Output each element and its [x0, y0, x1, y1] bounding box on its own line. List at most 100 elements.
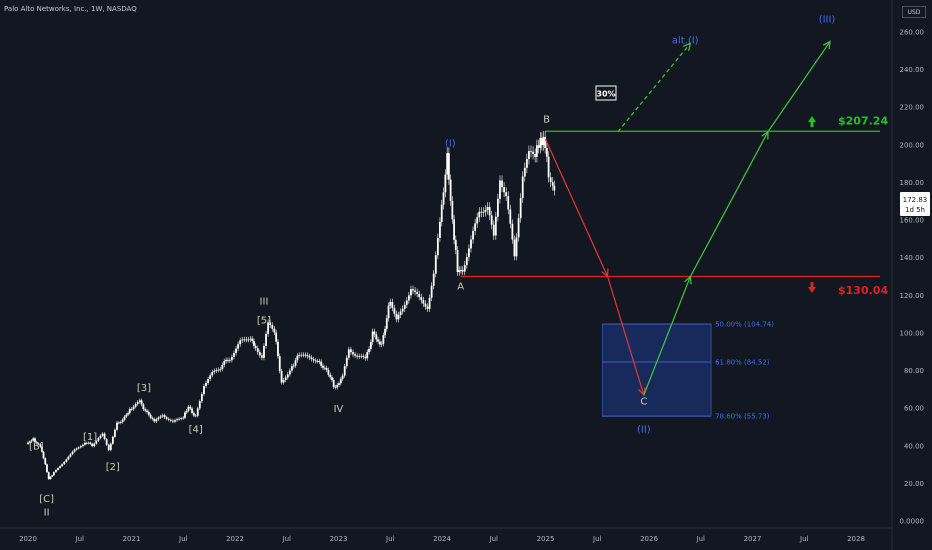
price-candle [101, 433, 104, 436]
price-candle [146, 410, 148, 412]
wave-labels: (I) (III) alt.(I) (II) [B] [C] II [1] [2] [3] [4] I… [29, 15, 835, 519]
arrow-down-icon [808, 282, 816, 293]
alt-path-arrow-icon [683, 42, 692, 52]
price-candle [63, 461, 66, 465]
price-candle [89, 442, 92, 444]
price-candle [416, 291, 419, 294]
y-tick-label: 0.0000 [900, 518, 925, 526]
price-candle [213, 370, 216, 372]
y-tick-label: 60.00 [904, 405, 924, 413]
wave-label: [4] [189, 425, 203, 436]
x-tick-label: 2028 [847, 535, 865, 543]
price-candle [265, 333, 267, 346]
price-candle [105, 439, 108, 445]
price-candle [296, 355, 299, 361]
wave-label: [B] [29, 442, 44, 453]
price-candle [107, 444, 110, 451]
price-candle [167, 418, 170, 420]
price-candle [358, 356, 361, 357]
price-candle [282, 380, 285, 383]
y-tick-label: 120.00 [900, 292, 925, 300]
price-candle [322, 365, 324, 368]
price-candle [61, 464, 64, 467]
price-candle [312, 359, 315, 361]
price-candle [399, 311, 402, 315]
price-candle [515, 237, 518, 257]
price-candle [300, 354, 303, 356]
price-candle [519, 198, 522, 219]
price-candle [375, 334, 378, 340]
price-candle [347, 349, 350, 358]
price-candle [269, 322, 272, 326]
price-candle [249, 338, 252, 340]
wave-label: [3] [137, 383, 151, 394]
price-candle [369, 342, 372, 349]
price-candle [336, 384, 339, 388]
price-candle [140, 400, 143, 405]
price-candle [436, 237, 439, 256]
price-candle [368, 348, 370, 353]
price-candle [243, 339, 246, 341]
price-candle [426, 306, 429, 309]
price-candle [280, 371, 283, 383]
price-candle [142, 404, 145, 410]
price-candle [528, 151, 530, 160]
price-candle [41, 446, 43, 452]
arrow-up-icon [808, 116, 816, 127]
price-candle [155, 419, 158, 422]
price-candle [503, 187, 505, 193]
price-candle [461, 269, 464, 272]
price-candle [472, 230, 474, 240]
price-candle [310, 357, 313, 360]
price-candle [87, 442, 90, 444]
price-candle [544, 136, 547, 149]
price-candle [331, 377, 333, 381]
wave-label: alt.(I) [672, 35, 699, 46]
price-candle [27, 442, 29, 444]
price-candle [470, 239, 472, 249]
price-candle [405, 300, 408, 305]
up-path-arrow-icon [822, 40, 831, 50]
price-candle [55, 469, 57, 473]
price-candle [180, 418, 183, 420]
price-candle [525, 159, 528, 168]
price-candle [414, 290, 416, 292]
price-candle [364, 356, 367, 359]
price-candle [316, 361, 319, 362]
price-candle [187, 406, 190, 411]
price-candle [341, 375, 344, 380]
price-candle [191, 408, 193, 413]
down-path [607, 276, 645, 396]
price-candle [465, 257, 468, 265]
x-tick-label: 2027 [744, 535, 762, 543]
wave-label: B [543, 114, 550, 125]
price-candle [153, 419, 156, 422]
price-candle [451, 200, 454, 220]
price-candle [99, 435, 102, 439]
price-candle [314, 360, 317, 362]
current-price-text: 172.83 [903, 196, 928, 204]
price-candle [128, 408, 131, 414]
price-candle [444, 174, 447, 193]
price-candle [343, 366, 346, 376]
wave-label: III [260, 297, 269, 308]
fib-target-zone: 50.00% (104.74) 61.80% (84.52) 78.60% (55.… [601, 321, 774, 421]
price-candle [77, 447, 80, 449]
price-candle [163, 415, 166, 418]
price-candle [79, 446, 82, 448]
price-candle [192, 412, 195, 416]
price-candle [221, 364, 224, 370]
price-candle [178, 418, 181, 420]
price-candle [306, 355, 309, 357]
price-candle [39, 444, 42, 447]
y-tick-label: 260.00 [900, 29, 925, 37]
price-candle [275, 332, 278, 342]
price-candle [65, 459, 68, 462]
price-candle [540, 138, 543, 146]
currency-button[interactable]: USD [902, 6, 926, 18]
x-tick-label: 2020 [19, 535, 37, 543]
price-candle [147, 411, 150, 415]
price-candle [263, 345, 265, 358]
price-candle [513, 239, 516, 257]
